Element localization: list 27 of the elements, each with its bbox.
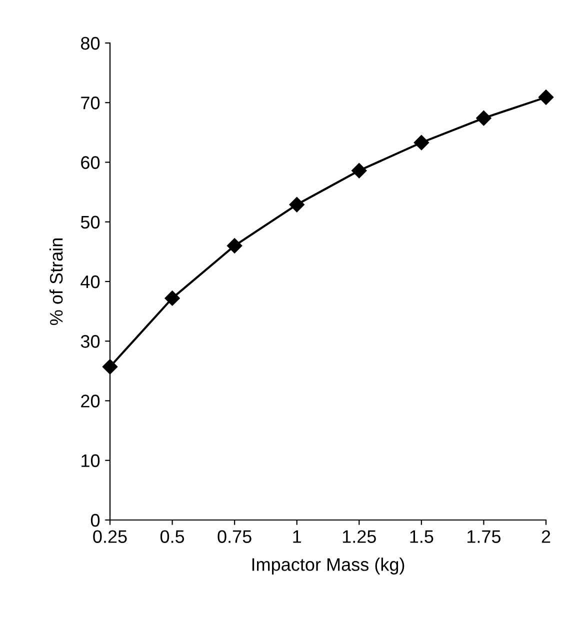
x-tick-label: 0.75: [218, 530, 252, 543]
y-tick-label: 40: [80, 275, 100, 288]
x-tick-label: 1.75: [468, 530, 501, 543]
point: [414, 135, 429, 150]
point: [227, 238, 242, 254]
y-tick-label: 30: [80, 335, 100, 348]
x-tick-label: 0.5: [160, 530, 184, 543]
y-tick-label: 60: [81, 156, 100, 169]
point: [476, 110, 492, 126]
y-tick-label: 0: [90, 514, 100, 527]
x-axis-title: Impactor Mass (kg): [252, 558, 404, 574]
x-tick-label: 0.25: [93, 530, 127, 543]
y-tick-label: 10: [82, 454, 100, 468]
y-tick-label: 50: [80, 216, 100, 229]
x-tick-label: 1.5: [410, 530, 434, 543]
y-tick-label: 70: [81, 96, 100, 110]
x-tick-label: 1.25: [342, 530, 376, 543]
point: [289, 197, 304, 212]
point: [102, 359, 118, 374]
y-tick-label: 20: [81, 394, 100, 408]
point: [352, 163, 367, 178]
point: [538, 90, 554, 105]
y-axis-title: % of Strain: [49, 238, 63, 326]
y-tick-label: 80: [80, 36, 100, 50]
x-tick-label: 2: [542, 530, 550, 543]
point: [164, 290, 180, 306]
x-tick-label: 1: [293, 530, 301, 543]
